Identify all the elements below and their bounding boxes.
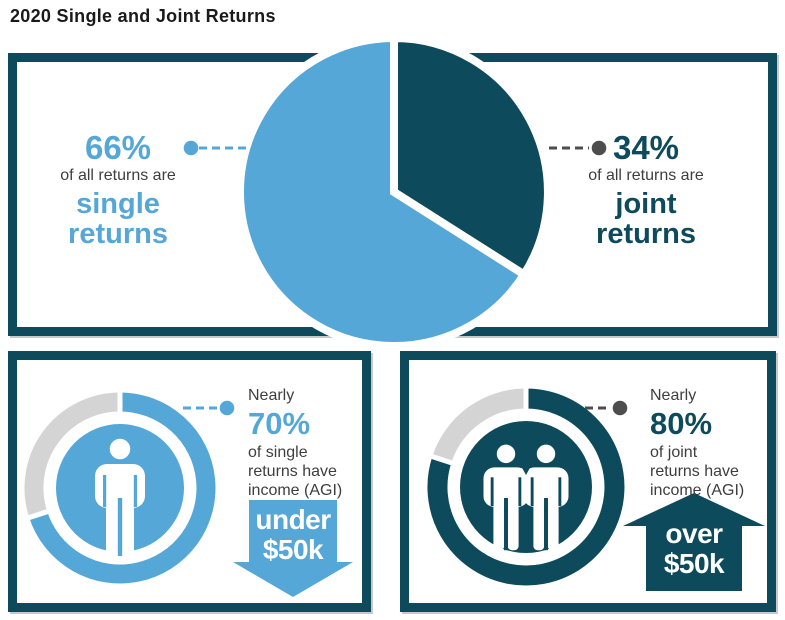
joint-nearly-label: Nearly bbox=[650, 387, 697, 404]
single-category: single returns bbox=[68, 188, 168, 250]
single-donut-text: Nearly 70% of single returns have income… bbox=[248, 386, 378, 500]
single-agi-description: of single returns have income (AGI) bbox=[248, 444, 343, 499]
joint-agi-description: of joint returns have income (AGI) bbox=[650, 444, 745, 499]
page-title: 2020 Single and Joint Returns bbox=[10, 6, 276, 26]
joint-donut-text: Nearly 80% of joint returns have income … bbox=[650, 386, 780, 500]
pie-label-joint: 34% of all returns are joint returns bbox=[558, 129, 734, 250]
under-50k-label: under $50k bbox=[255, 504, 331, 565]
single-percent: 66% bbox=[84, 129, 152, 166]
joint-percent: 34% bbox=[612, 129, 680, 166]
pie-label-single: 66% of all returns are single returns bbox=[30, 129, 206, 250]
single-agi-percent: 70% bbox=[248, 406, 311, 441]
joint-agi-percent: 80% bbox=[650, 406, 713, 441]
joint-subtext: of all returns are bbox=[588, 167, 704, 184]
over-50k-label: over $50k bbox=[663, 518, 725, 579]
single-subtext: of all returns are bbox=[60, 167, 176, 184]
single-nearly-label: Nearly bbox=[248, 387, 295, 404]
joint-category: joint returns bbox=[596, 188, 696, 250]
